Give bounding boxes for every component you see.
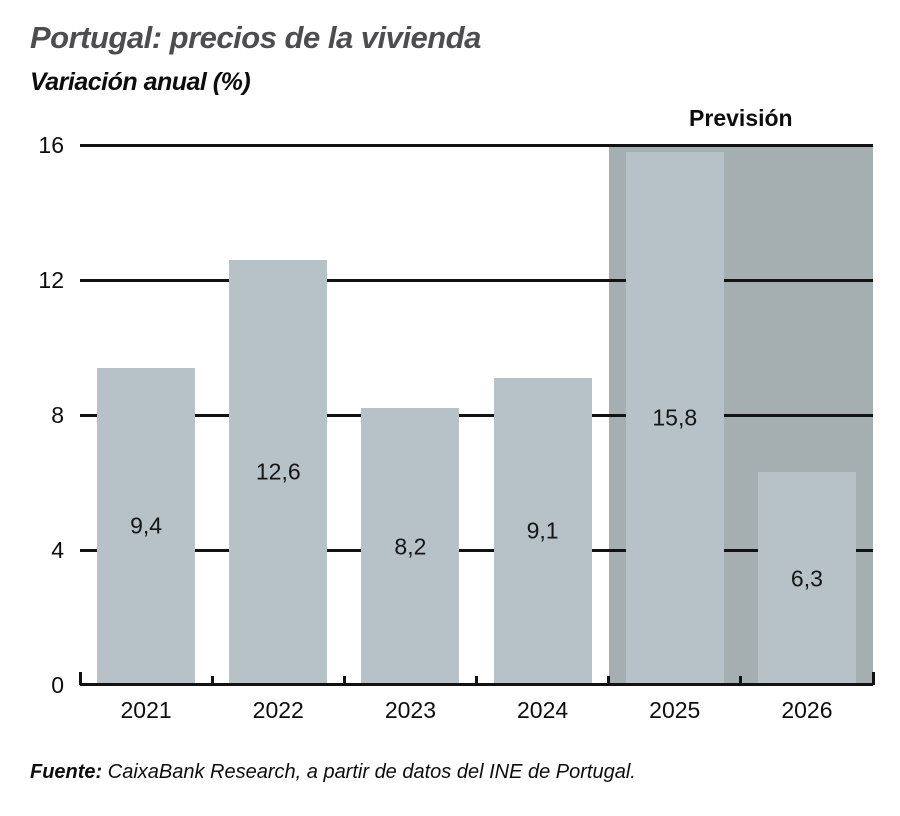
x-axis-tick-6 [871, 672, 875, 685]
gridline-4 [80, 548, 873, 552]
x-axis-label-2026: 2026 [781, 697, 833, 723]
x-axis-label-2024: 2024 [516, 697, 569, 723]
x-axis-label-2025: 2025 [649, 697, 701, 723]
bar-value-label-2025: 15,8 [652, 404, 698, 431]
bar-value-label-2024: 9,1 [526, 517, 559, 544]
source-label: Fuente: [30, 761, 103, 783]
plot-area: Previsión 0 4 8 12 16 9,4 2021 12,6 2022 8,2 2023 9,… [38, 105, 875, 723]
y-axis-label-12: 12 [38, 267, 64, 293]
x-axis-label-2021: 2021 [120, 697, 172, 723]
y-axis-label-0: 0 [51, 672, 64, 698]
bar-value-label-2022: 12,6 [255, 458, 301, 485]
x-axis-tick-5 [739, 676, 743, 685]
source-text: CaixaBank Research, a partir de datos de… [102, 761, 636, 783]
bar-2026 [757, 472, 856, 685]
x-axis-label-2023: 2023 [384, 697, 436, 723]
gridline-12 [80, 278, 873, 282]
bar-2025 [625, 151, 724, 685]
forecast-label: Previsión [689, 105, 793, 131]
bar-value-label-2023: 8,2 [394, 533, 427, 560]
source-note: Fuente: CaixaBank Research, a partir de … [30, 761, 636, 784]
gridline-16 [80, 143, 873, 147]
bar-2024 [493, 377, 592, 685]
x-axis-tick-0 [78, 672, 82, 685]
x-axis-tick-3 [475, 676, 478, 685]
x-axis-tick-4 [607, 676, 611, 685]
x-axis-tick-2 [342, 676, 346, 685]
x-axis-tick-1 [210, 676, 214, 685]
bar-value-label-2021: 9,4 [130, 512, 163, 539]
chart-title: Portugal: precios de la vivienda [30, 20, 481, 55]
gridline-8 [80, 413, 873, 417]
bar-2022 [229, 259, 328, 685]
y-axis-label-16: 16 [38, 132, 64, 158]
x-axis-label-2022: 2022 [252, 697, 304, 723]
y-axis-label-8: 8 [51, 402, 64, 428]
bar-2023 [361, 408, 460, 685]
bar-value-label-2026: 6,3 [790, 565, 823, 592]
y-axis-label-4: 4 [51, 537, 64, 563]
chart-subtitle: Variación anual (%) [30, 68, 251, 96]
bar-2021 [97, 367, 196, 685]
